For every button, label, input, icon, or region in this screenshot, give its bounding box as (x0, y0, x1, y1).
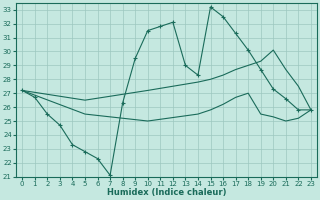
X-axis label: Humidex (Indice chaleur): Humidex (Indice chaleur) (107, 188, 226, 197)
